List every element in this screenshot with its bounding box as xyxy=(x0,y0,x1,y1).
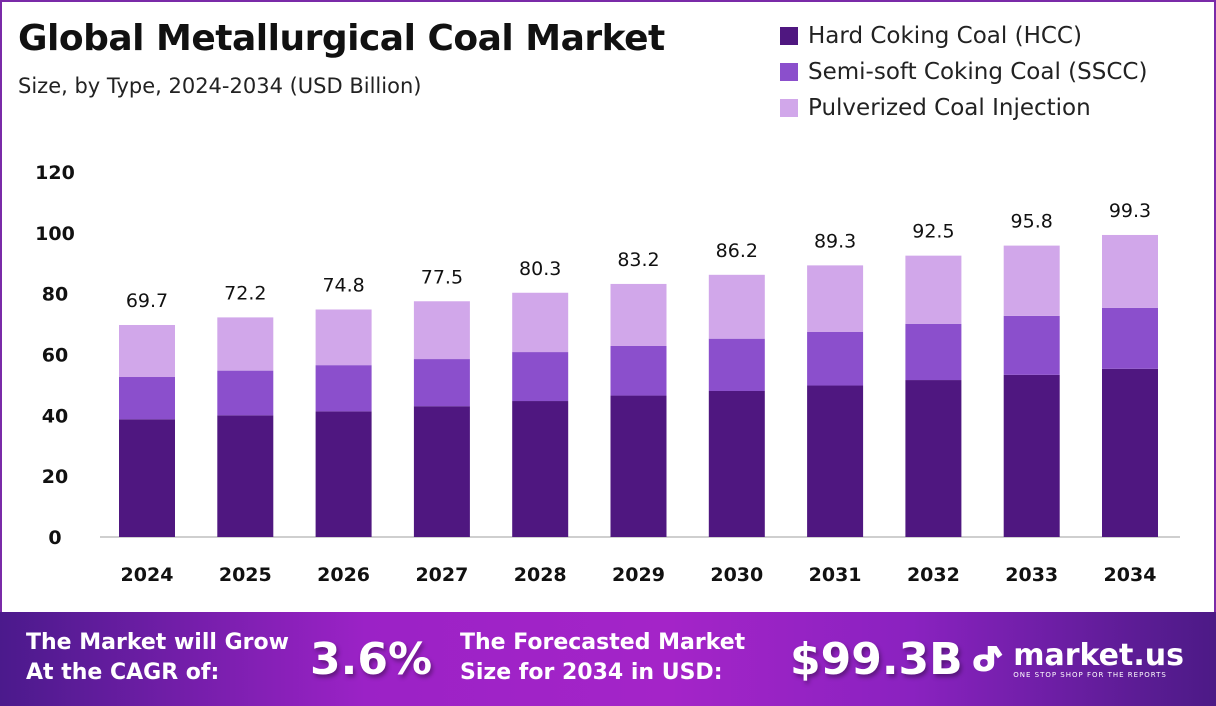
bar-segment-hcc xyxy=(905,380,962,537)
data-label-total: 77.5 xyxy=(421,266,463,288)
y-tick-label: 60 xyxy=(42,345,68,367)
bar-segment-pci xyxy=(1003,245,1060,316)
y-tick-label: 120 xyxy=(35,162,75,184)
bar-segment-pci xyxy=(1102,234,1158,308)
cagr-label-line1: The Market will Grow xyxy=(26,630,289,655)
cagr-label-line2: At the CAGR of: xyxy=(26,660,220,685)
bar-segment-pci xyxy=(217,317,274,371)
bar-segment-hcc xyxy=(217,415,274,537)
data-label-total: 80.3 xyxy=(519,258,561,280)
x-tick-label: 2027 xyxy=(415,564,468,586)
legend-swatch xyxy=(780,63,798,81)
bar-segment-pci xyxy=(708,274,765,339)
bar-segment-hcc xyxy=(1102,368,1158,537)
x-tick-label: 2033 xyxy=(1005,564,1058,586)
data-label-total: 83.2 xyxy=(617,249,659,271)
legend-label: Pulverized Coal Injection xyxy=(808,95,1091,121)
bar-segment-sscc xyxy=(413,359,470,407)
data-label-total: 95.8 xyxy=(1011,211,1053,233)
x-tick-label: 2031 xyxy=(809,564,862,586)
forecast-label: The Forecasted Market Size for 2034 in U… xyxy=(460,628,745,688)
cagr-label: The Market will Grow At the CAGR of: xyxy=(26,628,289,688)
bar-segment-hcc xyxy=(708,391,765,537)
brand-logo: ᕷ market.us ONE STOP SHOP FOR THE REPORT… xyxy=(972,640,1184,680)
x-tick-label: 2030 xyxy=(710,564,763,586)
chart-subtitle: Size, by Type, 2024-2034 (USD Billion) xyxy=(18,74,422,98)
bar-segment-pci xyxy=(315,309,372,366)
bar-segment-sscc xyxy=(512,352,569,402)
data-label-total: 92.5 xyxy=(912,221,954,243)
footer-banner: The Market will Grow At the CAGR of: 3.6… xyxy=(0,612,1216,706)
legend-swatch xyxy=(780,99,798,117)
forecast-label-line2: Size for 2034 in USD: xyxy=(460,660,723,685)
bar-segment-sscc xyxy=(315,365,372,412)
bar-segment-pci xyxy=(905,255,962,324)
bar-segment-hcc xyxy=(807,385,864,537)
legend-item-pci: Pulverized Coal Injection xyxy=(780,90,1147,126)
data-label-total: 74.8 xyxy=(322,274,364,296)
x-tick-label: 2025 xyxy=(219,564,272,586)
bar-segment-sscc xyxy=(807,331,864,386)
bar-segment-pci xyxy=(119,324,175,378)
bar-segment-hcc xyxy=(610,395,667,537)
y-tick-label: 40 xyxy=(42,405,68,427)
x-tick-label: 2026 xyxy=(317,564,370,586)
y-tick-label: 80 xyxy=(42,284,68,306)
bar-segment-hcc xyxy=(315,411,372,537)
x-tick-label: 2029 xyxy=(612,564,665,586)
data-label-total: 89.3 xyxy=(814,230,856,252)
legend-item-hcc: Hard Coking Coal (HCC) xyxy=(780,18,1147,54)
bar-segment-hcc xyxy=(119,419,175,537)
bar-segment-hcc xyxy=(512,401,569,537)
x-tick-label: 2032 xyxy=(907,564,960,586)
x-tick-label: 2024 xyxy=(121,564,174,586)
cagr-value: 3.6% xyxy=(310,634,433,685)
legend-label: Hard Coking Coal (HCC) xyxy=(808,23,1082,49)
bar-chart: 0 20 40 60 80 100 120 69.7 2024 72.2 2025 74.8 2026 7… xyxy=(35,162,1180,586)
bar-segment-pci xyxy=(807,265,864,332)
bar-segment-hcc xyxy=(1003,374,1060,537)
bar-segment-sscc xyxy=(1102,307,1158,369)
data-label-total: 86.2 xyxy=(716,240,758,262)
chart-title: Global Metallurgical Coal Market xyxy=(18,18,665,59)
y-tick-label: 20 xyxy=(42,466,68,488)
y-tick-label: 100 xyxy=(35,223,75,245)
forecast-value: $99.3B xyxy=(790,634,963,685)
bar-segment-sscc xyxy=(1003,315,1060,375)
x-tick-label: 2034 xyxy=(1104,564,1157,586)
legend: Hard Coking Coal (HCC) Semi-soft Coking … xyxy=(780,18,1147,126)
market-us-logo-icon: ᕷ xyxy=(972,640,1006,680)
bar-segment-sscc xyxy=(610,345,667,396)
x-tick-label: 2028 xyxy=(514,564,567,586)
legend-swatch xyxy=(780,27,798,45)
data-label-total: 99.3 xyxy=(1109,200,1151,222)
legend-item-sscc: Semi-soft Coking Coal (SSCC) xyxy=(780,54,1147,90)
brand-name: market.us xyxy=(1013,638,1184,673)
bar-segment-pci xyxy=(413,301,470,360)
data-label-total: 69.7 xyxy=(126,290,168,312)
data-label-total: 72.2 xyxy=(224,282,266,304)
bar-segment-pci xyxy=(512,292,569,353)
forecast-label-line1: The Forecasted Market xyxy=(460,630,746,655)
brand-tagline: ONE STOP SHOP FOR THE REPORTS xyxy=(1013,671,1167,679)
bar-segment-sscc xyxy=(119,377,175,420)
y-tick-label: 0 xyxy=(48,527,61,549)
bar-segment-pci xyxy=(610,283,667,346)
legend-label: Semi-soft Coking Coal (SSCC) xyxy=(808,59,1148,85)
bar-segment-hcc xyxy=(413,406,470,537)
bar-segment-sscc xyxy=(708,338,765,391)
bar-segment-sscc xyxy=(905,323,962,381)
bar-segment-sscc xyxy=(217,370,274,416)
